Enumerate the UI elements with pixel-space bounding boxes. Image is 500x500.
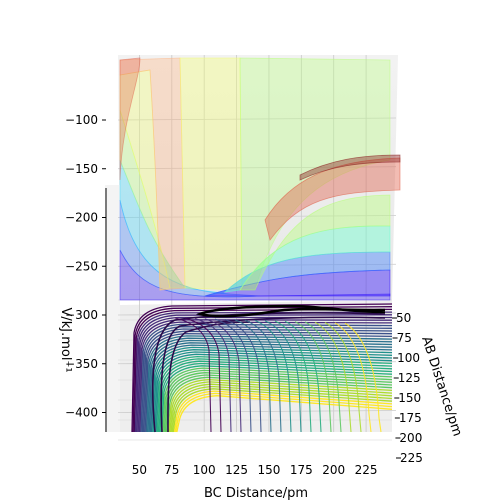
potential-surface	[119, 57, 401, 301]
contour-line	[294, 321, 332, 433]
contour-line	[147, 337, 393, 433]
contour-line	[264, 320, 302, 433]
surface-band	[299, 154, 401, 181]
z-tick-label: −350	[65, 357, 98, 371]
x-tick-label: 50	[132, 463, 147, 477]
contour-line	[244, 319, 282, 433]
contour-line	[155, 353, 393, 433]
contour-line	[172, 388, 393, 433]
contour-line	[164, 372, 393, 433]
y-tick-label: 200	[399, 431, 422, 445]
surface-band	[119, 57, 141, 181]
contour-line	[344, 322, 382, 433]
contour-line	[162, 367, 393, 433]
contour-line	[304, 321, 342, 433]
contour-line	[204, 318, 242, 433]
contour-line	[149, 342, 393, 433]
contour-line	[145, 332, 393, 433]
contour-lines	[131, 303, 393, 433]
z-tick-label: −200	[65, 211, 98, 225]
contour-line	[274, 320, 312, 433]
z-axis-ticks: −100 −150 −200 −250 −300 −350 −400	[65, 113, 106, 420]
x-tick-label: 150	[257, 463, 280, 477]
y-tick-label: 175	[399, 411, 422, 425]
contour-line	[314, 321, 352, 433]
contour-line	[168, 378, 393, 433]
contour-line	[175, 392, 393, 433]
contour-line	[194, 318, 232, 433]
contour-line	[173, 390, 393, 433]
contour-line	[132, 306, 393, 433]
contour-line	[284, 320, 322, 433]
contour-line	[140, 323, 393, 433]
z-axis-label: V/kJ.mol⁻¹	[58, 307, 73, 372]
grid-line-z	[117, 117, 397, 121]
trajectory-path	[196, 304, 386, 318]
contour-line	[161, 365, 393, 433]
contour-line	[144, 330, 393, 433]
x-axis-label: BC Distance/pm	[204, 486, 308, 500]
contour-line	[167, 321, 251, 433]
z-tick-label: −150	[65, 162, 98, 176]
y-tick-label: 225	[400, 451, 423, 465]
contour-line	[137, 316, 392, 433]
x-axis-ticks: 50 75 100 125 150 175 200 225	[132, 463, 378, 477]
y-axis-ticks: 50 75 100 125 150 175 200 225	[392, 311, 423, 465]
contour-line	[224, 318, 262, 433]
z-tick-label: −300	[65, 308, 98, 322]
contour-line	[157, 358, 393, 433]
contour-line	[131, 303, 393, 433]
x-tick-label: 100	[193, 463, 216, 477]
contour-line	[146, 335, 393, 433]
contour-line	[170, 383, 393, 433]
contour-line	[160, 362, 393, 433]
contour-line	[171, 385, 393, 433]
contour-line	[133, 308, 393, 433]
surface-band	[179, 57, 243, 291]
grid-line-z	[117, 166, 397, 170]
contour-line	[142, 328, 393, 433]
y-tick-label: 75	[397, 331, 412, 345]
contour-line	[174, 317, 212, 433]
x-tick-label: 225	[355, 463, 378, 477]
back-pane	[118, 55, 398, 300]
grid-line-z	[117, 263, 397, 267]
y-tick-label: 50	[396, 311, 411, 325]
surface-band	[239, 194, 391, 291]
contour-line	[214, 318, 252, 433]
grid-line-z	[117, 215, 397, 218]
contour-line	[135, 314, 393, 433]
contour-line	[324, 322, 362, 433]
contour-line	[184, 317, 222, 433]
x-tick-label: 175	[290, 463, 313, 477]
x-tick-label: 75	[164, 463, 179, 477]
contour-line	[139, 321, 393, 433]
x-tick-label: 125	[225, 463, 248, 477]
contour-line	[167, 376, 393, 433]
z-tick-label: −400	[65, 406, 98, 420]
contour-line	[153, 349, 393, 433]
contour-line	[141, 326, 393, 433]
z-tick-label: −250	[65, 259, 98, 273]
contour-line	[154, 351, 393, 433]
y-tick-label: 100	[397, 351, 420, 365]
contour-line	[254, 319, 292, 433]
contour-line	[334, 322, 372, 433]
contour-line	[152, 346, 393, 433]
contour-line	[234, 319, 272, 433]
contour-line	[148, 339, 393, 433]
contour-line	[163, 369, 393, 433]
x-tick-label: 200	[322, 463, 345, 477]
y-tick-label: 150	[398, 391, 421, 405]
y-axis-label: AB Distance/pm	[418, 335, 464, 439]
contour-line	[134, 311, 393, 433]
contour-line	[176, 395, 393, 433]
z-tick-label: −100	[65, 113, 98, 127]
side-pane	[105, 185, 120, 432]
surface-band	[264, 157, 401, 241]
y-tick-label: 125	[398, 371, 421, 385]
